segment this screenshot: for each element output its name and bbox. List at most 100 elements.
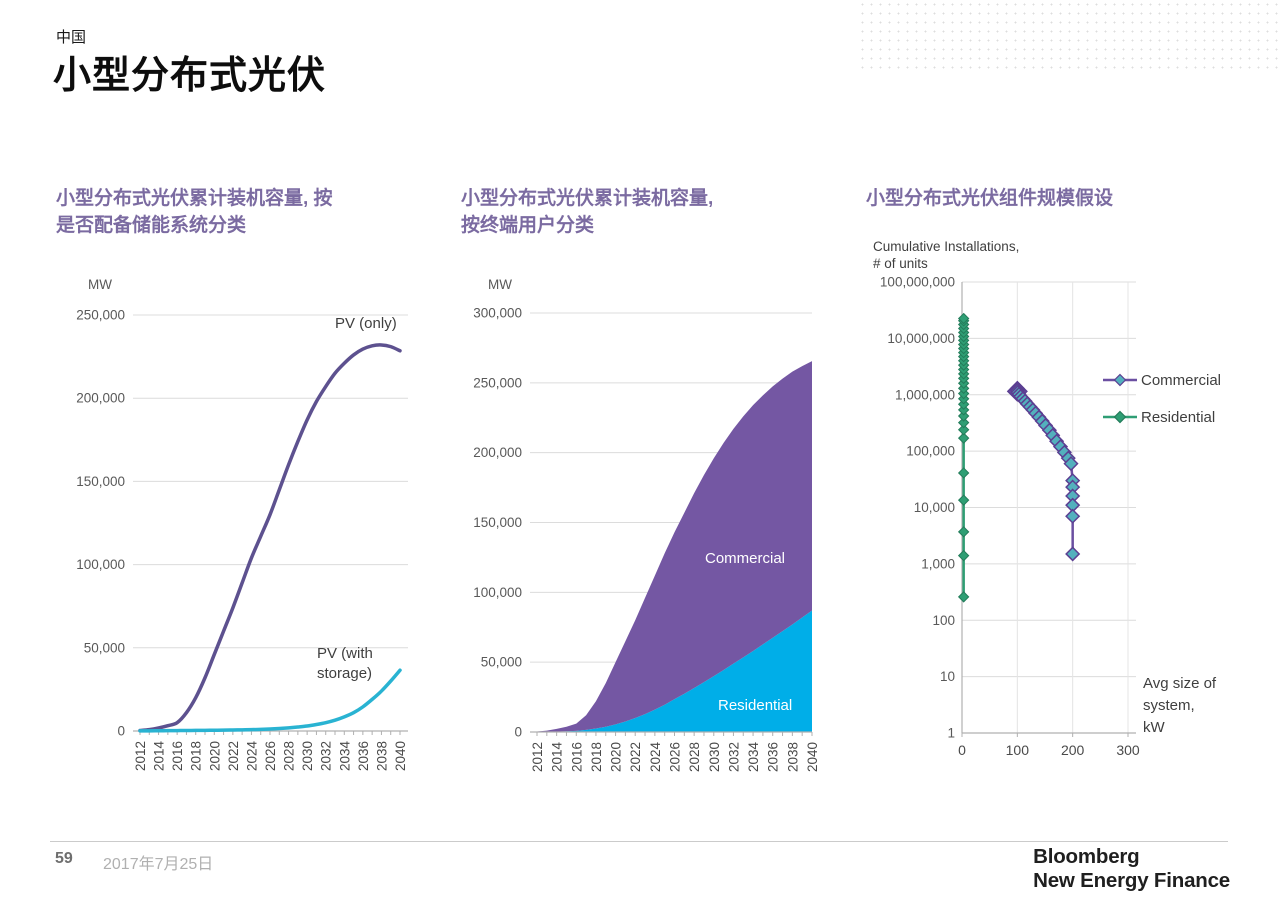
y-axis-unit-label: MW (88, 277, 112, 292)
x-tick-label: 2020 (609, 742, 624, 772)
series-annotation-label: PV (with (317, 645, 373, 662)
x-axis-title: system, (1143, 697, 1195, 714)
chart1-title-line1: 小型分布式光伏累计装机容量, 按 (56, 188, 333, 209)
data-point-commercial (1065, 508, 1081, 524)
y-tick-label: 50,000 (481, 655, 522, 670)
x-tick-label: 2038 (374, 741, 389, 771)
x-tick-label: 2036 (356, 741, 371, 771)
legend-marker-diamond (1113, 373, 1127, 387)
y-tick-label: 0 (514, 725, 522, 740)
chart3-title-line1: 小型分布式光伏组件规模假设 (866, 188, 1114, 209)
footer-date: 2017年7月25日 (103, 856, 214, 873)
page-title: 小型分布式光伏 (53, 55, 327, 97)
x-tick-label: 2016 (569, 742, 584, 772)
y-tick-label: 50,000 (84, 640, 125, 655)
x-tick-label: 2028 (282, 741, 297, 771)
x-tick-label: 2034 (746, 742, 761, 773)
y-tick-label: 10 (940, 669, 955, 684)
data-point-commercial (1065, 546, 1081, 562)
series-line-pv-with-storage- (138, 668, 402, 733)
chart1-title-line2: 是否配备储能系统分类 (56, 214, 247, 236)
series-annotation-label: PV (only) (335, 315, 397, 332)
data-point-residential (957, 549, 970, 562)
x-tick-label: 2022 (628, 742, 643, 772)
x-tick-label: 2020 (207, 741, 222, 771)
x-tick-label: 2032 (726, 742, 741, 772)
chart3-title: 小型分布式光伏组件规模假设 (866, 186, 1256, 213)
x-tick-label: 200 (1061, 742, 1085, 758)
x-tick-label: 2016 (170, 741, 185, 771)
x-tick-label: 2030 (707, 742, 722, 772)
page-number: 59 (55, 850, 73, 867)
x-tick-label: 2012 (530, 742, 545, 772)
chart2-title: 小型分布式光伏累计装机容量, 按终端用户分类 (461, 186, 831, 240)
brand-line2: New Energy Finance (1033, 869, 1230, 893)
area-label-commercial: Commercial (705, 550, 785, 567)
eyebrow-region-label: 中国 (56, 29, 87, 46)
data-point-residential (957, 526, 970, 538)
y-tick-label: 100 (932, 613, 955, 628)
x-tick-label: 2040 (805, 742, 820, 772)
x-tick-label: 2022 (226, 741, 241, 771)
data-point-residential (957, 423, 970, 436)
data-point-residential (957, 410, 970, 422)
area-label-residential: Residential (718, 697, 792, 714)
y-tick-label: 300,000 (473, 306, 522, 321)
x-tick-label: 0 (958, 742, 966, 758)
area-commercial (537, 361, 812, 732)
x-tick-label: 100 (1006, 742, 1030, 758)
x-tick-label: 2034 (337, 741, 352, 772)
x-tick-label: 2018 (589, 742, 604, 772)
x-tick-label: 2014 (550, 742, 565, 773)
x-tick-label: 2032 (319, 741, 334, 771)
y-tick-label: 100,000,000 (880, 275, 955, 290)
x-tick-label: 2026 (263, 741, 278, 771)
y-tick-label: 10,000,000 (887, 331, 955, 346)
data-point-residential (957, 432, 970, 444)
x-tick-label: 2026 (668, 742, 683, 772)
chart3-scatter-chart-canvas: Cumulative Installations, # of units 1 10 10… (873, 239, 1221, 758)
chart1-line-chart-canvas: MW 0 50,000 100,000 150,000 200,000 250,000 201… (76, 277, 408, 772)
y-tick-label: 150,000 (473, 515, 522, 530)
series-line-pv-only- (138, 343, 402, 733)
data-point-residential (957, 416, 970, 429)
y-tick-label: 10,000 (914, 500, 955, 515)
y-tick-label: 250,000 (76, 308, 125, 323)
y-tick-label: 100,000 (906, 444, 955, 459)
x-tick-label: 2036 (766, 742, 781, 772)
dot-pattern-decoration (858, 0, 1280, 74)
series-annotation-label: storage) (317, 665, 372, 682)
data-point-commercial (1063, 456, 1079, 472)
y-tick-label: 100,000 (473, 585, 522, 600)
y-axis-unit-label: MW (488, 277, 512, 292)
x-tick-label: 2030 (300, 741, 315, 771)
chart1-title: 小型分布式光伏累计装机容量, 按 是否配备储能系统分类 (56, 186, 426, 240)
y-tick-label: 200,000 (76, 391, 125, 406)
brand-logo: Bloomberg New Energy Finance (1033, 845, 1230, 893)
chart2-area-chart-canvas: MW 0 50,000 100,000 150,000 200,000 250,000 300… (473, 277, 820, 773)
legend-marker-diamond (1113, 410, 1127, 424)
series-line-commercial (1016, 388, 1074, 554)
area-residential (537, 610, 812, 732)
y-tick-label: 1 (947, 726, 955, 741)
y-tick-label: 1,000,000 (895, 387, 955, 402)
x-axis-title: kW (1143, 719, 1166, 736)
data-point-residential (957, 312, 970, 325)
x-tick-label: 2038 (785, 742, 800, 772)
y-axis-title: Cumulative Installations, (873, 239, 1019, 254)
x-axis-title: Avg size of (1143, 675, 1217, 692)
y-tick-label: 1,000 (921, 556, 955, 571)
x-tick-label: 2028 (687, 742, 702, 772)
legend-label: Residential (1141, 409, 1215, 426)
data-point-residential (957, 494, 970, 506)
y-axis-title: # of units (873, 256, 928, 271)
x-tick-label: 2018 (189, 741, 204, 771)
data-point-residential (957, 467, 970, 479)
legend-label: Commercial (1141, 372, 1221, 389)
brand-line1: Bloomberg (1033, 845, 1140, 868)
y-tick-label: 0 (117, 724, 125, 739)
chart2-title-line1: 小型分布式光伏累计装机容量, (461, 188, 714, 209)
x-tick-label: 2024 (648, 742, 663, 773)
data-point-residential (957, 591, 970, 603)
